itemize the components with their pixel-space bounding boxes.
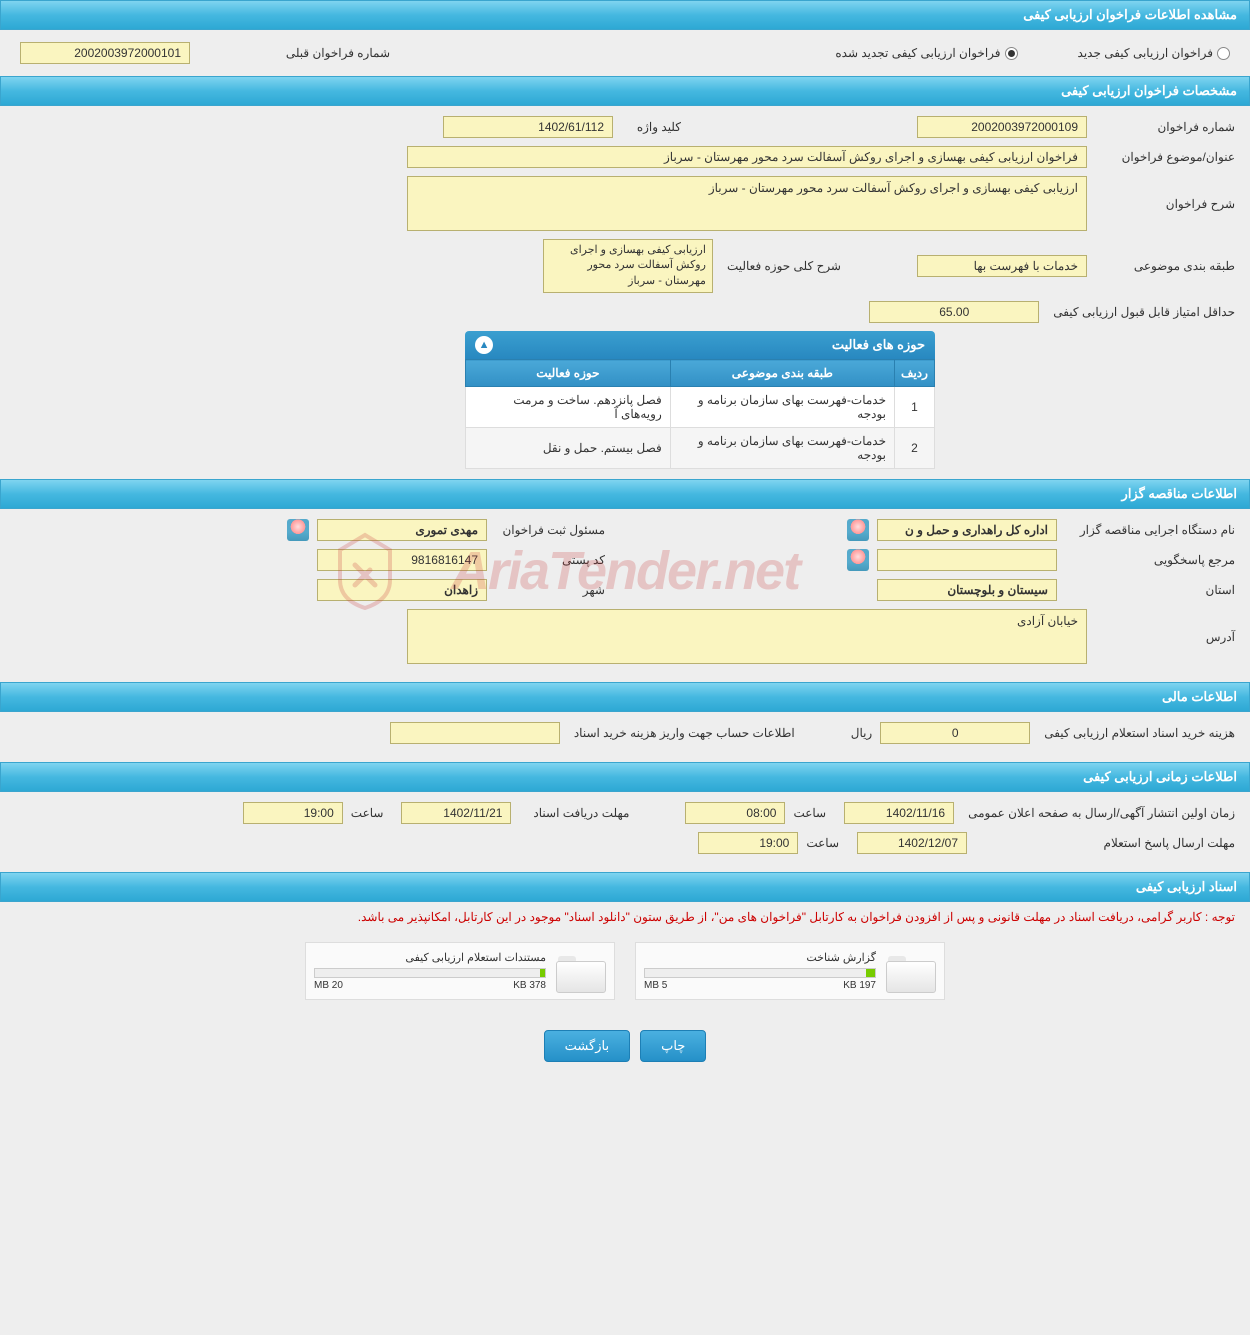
file-item[interactable]: مستندات استعلام ارزیابی کیفی 378 KB 20 M… — [305, 942, 615, 1000]
header-main: مشاهده اطلاعات فراخوان ارزیابی کیفی — [0, 0, 1250, 30]
response-date: 1402/12/07 — [857, 832, 967, 854]
address-label: آدرس — [1095, 630, 1235, 644]
registrar-label: مسئول ثبت فراخوان — [495, 523, 605, 537]
recv-hour: 19:00 — [243, 802, 343, 824]
header-org: اطلاعات مناقصه گزار — [0, 479, 1250, 509]
table-title: حوزه های فعالیت — [832, 337, 925, 353]
radio-renewed-call[interactable]: فراخوان ارزیابی کیفی تجدید شده — [835, 46, 1017, 60]
publish-date: 1402/11/16 — [844, 802, 954, 824]
file-name: مستندات استعلام ارزیابی کیفی — [314, 951, 546, 964]
desc-value: ارزیابی کیفی بهسازی و اجرای روکش آسفالت … — [407, 176, 1087, 231]
activity-table: حوزه های فعالیت ▲ ردیف طبقه بندی موضوعی … — [465, 331, 935, 469]
radio-label: فراخوان ارزیابی کیفی جدید — [1078, 46, 1213, 60]
registrar-value: مهدی تموری — [317, 519, 487, 541]
file-item[interactable]: گزارش شناخت 197 KB 5 MB — [635, 942, 945, 1000]
response-hour: 19:00 — [698, 832, 798, 854]
header-financial: اطلاعات مالی — [0, 682, 1250, 712]
header-timing: اطلاعات زمانی ارزیابی کیفی — [0, 762, 1250, 792]
folder-icon — [886, 951, 936, 991]
city-label: شهر — [495, 583, 605, 597]
user-icon — [847, 519, 869, 541]
radio-label: فراخوان ارزیابی کیفی تجدید شده — [835, 46, 1000, 60]
file-total: 5 MB — [644, 980, 667, 991]
call-type-row: فراخوان ارزیابی کیفی جدید فراخوان ارزیاب… — [0, 30, 1250, 76]
org-name-value: اداره کل راهداری و حمل و ن — [877, 519, 1057, 541]
postcode-label: کد پستی — [495, 553, 605, 567]
col-scope: حوزه فعالیت — [466, 360, 671, 387]
response-label: مهلت ارسال پاسخ استعلام — [975, 836, 1235, 850]
city-value: زاهدان — [317, 579, 487, 601]
cost-unit: ریال — [851, 726, 873, 740]
recv-label: مهلت دریافت اسناد — [519, 806, 629, 820]
file-name: گزارش شناخت — [644, 951, 876, 964]
call-num-value: 2002003972000109 — [917, 116, 1087, 138]
user-icon — [847, 549, 869, 571]
file-size: 197 KB — [843, 980, 876, 991]
publish-label: زمان اولین انتشار آگهی/ارسال به صفحه اعل… — [962, 806, 1235, 820]
min-score-value: 65.00 — [869, 301, 1039, 323]
category-label: طبقه بندی موضوعی — [1095, 259, 1235, 273]
print-button[interactable]: چاپ — [640, 1030, 706, 1062]
scope-value: ارزیابی کیفی بهسازی و اجرای روکش آسفالت … — [543, 239, 713, 293]
desc-label: شرح فراخوان — [1095, 197, 1235, 211]
address-value: خیابان آزادی — [407, 609, 1087, 664]
scope-label: شرح کلی حوزه فعالیت — [721, 259, 841, 273]
recv-date: 1402/11/21 — [401, 802, 511, 824]
account-label: اطلاعات حساب جهت واریز هزینه خرید اسناد — [568, 726, 795, 740]
postcode-value: 9816816147 — [317, 549, 487, 571]
header-docs: اسناد ارزیابی کیفی — [0, 872, 1250, 902]
resp-label: مرجع پاسخگویی — [1065, 553, 1235, 567]
account-value — [390, 722, 560, 744]
province-value: سیستان و بلوچستان — [877, 579, 1057, 601]
file-total: 20 MB — [314, 980, 343, 991]
resp-value — [877, 549, 1057, 571]
user-icon — [287, 519, 309, 541]
radio-new-call[interactable]: فراخوان ارزیابی کیفی جدید — [1078, 46, 1230, 60]
hour-label: ساعت — [806, 836, 839, 850]
title-label: عنوان/موضوع فراخوان — [1095, 150, 1235, 164]
province-label: استان — [1065, 583, 1235, 597]
table-row: 1 خدمات-فهرست بهای سازمان برنامه و بودجه… — [466, 387, 935, 428]
prev-call-value: 2002003972000101 — [20, 42, 190, 64]
hour-label: ساعت — [793, 806, 826, 820]
notice-text: توجه : کاربر گرامی، دریافت اسناد در مهلت… — [0, 902, 1250, 932]
title-value: فراخوان ارزیابی کیفی بهسازی و اجرای روکش… — [407, 146, 1087, 168]
category-value: خدمات با فهرست بها — [917, 255, 1087, 277]
table-row: 2 خدمات-فهرست بهای سازمان برنامه و بودجه… — [466, 428, 935, 469]
col-row: ردیف — [895, 360, 935, 387]
cost-value: 0 — [880, 722, 1030, 744]
header-spec: مشخصات فراخوان ارزیابی کیفی — [0, 76, 1250, 106]
call-num-label: شماره فراخوان — [1095, 120, 1235, 134]
keyword-value: 1402/61/112 — [443, 116, 613, 138]
keyword-label: کلید واژه — [621, 120, 681, 134]
prev-call-label: شماره فراخوان قبلی — [250, 46, 390, 60]
min-score-label: حداقل امتیاز قابل قبول ارزیابی کیفی — [1047, 305, 1235, 319]
col-category: طبقه بندی موضوعی — [670, 360, 894, 387]
back-button[interactable]: بازگشت — [544, 1030, 630, 1062]
org-name-label: نام دستگاه اجرایی مناقصه گزار — [1065, 523, 1235, 537]
file-size: 378 KB — [513, 980, 546, 991]
hour-label: ساعت — [351, 806, 384, 820]
radio-icon — [1217, 47, 1230, 60]
publish-hour: 08:00 — [685, 802, 785, 824]
cost-label: هزینه خرید اسناد استعلام ارزیابی کیفی — [1038, 726, 1235, 740]
radio-icon — [1005, 47, 1018, 60]
folder-icon — [556, 951, 606, 991]
collapse-icon[interactable]: ▲ — [475, 336, 493, 354]
